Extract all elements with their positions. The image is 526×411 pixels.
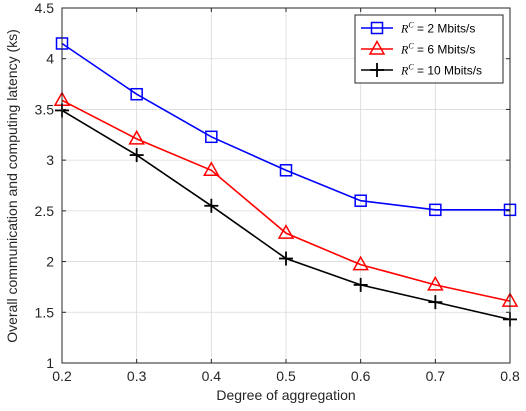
legend-marker — [370, 63, 384, 77]
data-point-marker — [352, 255, 369, 271]
legend-label: RC = 2 Mbits/s — [400, 21, 475, 36]
x-tick-label: 0.4 — [202, 368, 222, 384]
x-tick-label: 0.8 — [500, 368, 520, 384]
legend-entry: RC = 2 Mbits/s — [361, 21, 475, 36]
data-point-marker — [129, 148, 144, 163]
data-point-marker — [279, 164, 293, 177]
data-point-marker — [353, 277, 368, 292]
x-tick-label: 0.6 — [351, 368, 371, 384]
data-point-marker — [429, 203, 442, 217]
data-point-marker — [428, 295, 443, 310]
x-tick-label: 0.3 — [127, 368, 147, 384]
x-tick-label: 0.2 — [52, 368, 72, 384]
x-tick-label: 0.5 — [276, 368, 296, 384]
series-2 — [53, 91, 519, 307]
data-point-marker — [427, 275, 444, 291]
data-point-marker — [277, 224, 295, 239]
data-point-marker — [354, 194, 367, 207]
legend-entry: RC = 6 Mbits/s — [361, 39, 475, 57]
legend-entry: RC = 10 Mbits/s — [361, 63, 482, 78]
y-axis-label: Overall communication and computing late… — [4, 29, 20, 343]
legend: RC = 2 Mbits/s RC = 6 Mbits/s RC = 10 Mbit… — [354, 14, 504, 84]
legend-marker — [370, 21, 384, 35]
series-line — [61, 42, 510, 211]
y-tick-label: 1.5 — [35, 304, 55, 320]
data-point-marker — [204, 198, 219, 213]
data-point-marker — [203, 161, 220, 177]
x-tick-label: 0.7 — [426, 368, 446, 384]
legend-label: RC = 10 Mbits/s — [400, 63, 482, 78]
x-axis-label: Degree of aggregation — [216, 387, 355, 403]
y-tick-label: 3 — [46, 152, 54, 168]
data-point-marker — [130, 87, 143, 101]
x-axis-ticks: 0.2 0.3 0.4 0.5 0.6 0.7 0.8 — [52, 8, 520, 384]
data-point-marker — [128, 129, 145, 145]
y-tick-label: 3.5 — [35, 101, 55, 117]
y-axis-ticks: 1 1.5 2 2.5 3 3.5 4 4.5 — [35, 0, 510, 371]
y-tick-label: 2 — [46, 254, 54, 270]
y-tick-label: 1 — [46, 355, 54, 371]
y-tick-label: 4 — [46, 51, 54, 67]
y-tick-label: 2.5 — [35, 203, 55, 219]
data-point-marker — [279, 251, 293, 266]
y-tick-label: 4.5 — [35, 0, 55, 16]
data-point-marker — [205, 130, 218, 144]
legend-label: RC = 6 Mbits/s — [400, 42, 475, 57]
legend-marker — [368, 39, 386, 55]
series-line — [61, 99, 511, 302]
